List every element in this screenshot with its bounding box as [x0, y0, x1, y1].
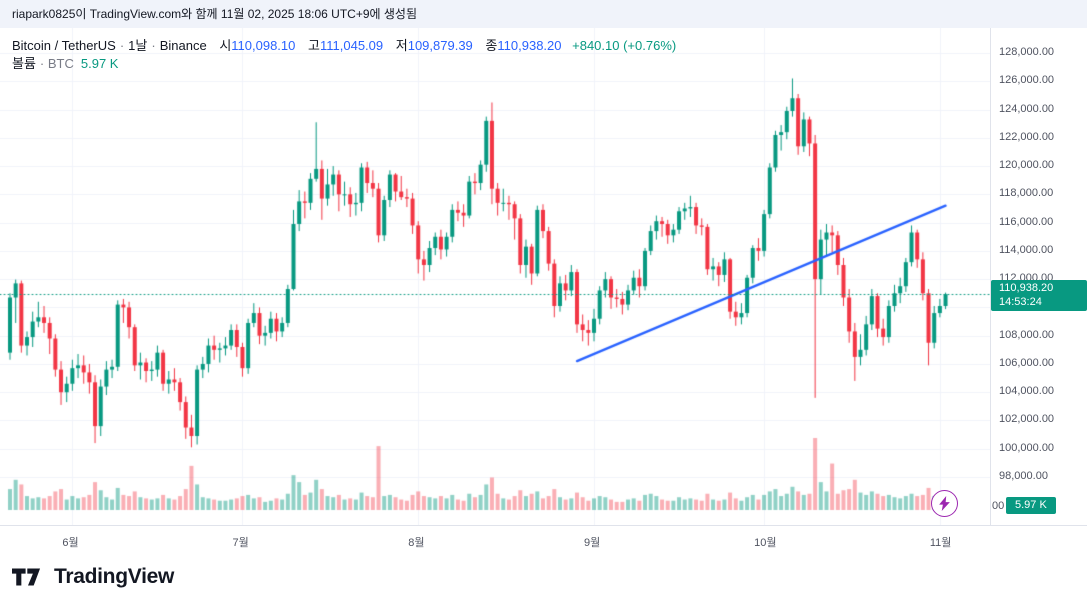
attribution-text: riapark0825이 TradingView.com와 함께 11월 02,…	[12, 7, 417, 21]
price-tick-label: 128,000.00	[999, 46, 1055, 58]
open-label: 시	[219, 38, 232, 53]
interval-label[interactable]: 1날	[128, 38, 148, 53]
price-tick-label: 116,000.00	[999, 215, 1054, 228]
low-label: 저	[395, 38, 408, 53]
low-value: 109,879.39	[407, 38, 473, 53]
legend-separator: ·	[119, 38, 125, 53]
bar-countdown: 14:53:24	[999, 296, 1042, 309]
volume-label[interactable]: 볼륨	[12, 56, 36, 71]
high-label: 고	[308, 38, 320, 53]
price-tick-label: 98,000.00	[999, 470, 1048, 482]
price-tick-label: 114,000.00	[999, 243, 1054, 256]
price-tick-label: 122,000.00	[999, 130, 1055, 143]
time-tick-label: 8월	[408, 537, 425, 549]
volume-badge: 5.97 K	[1006, 497, 1056, 514]
price-tick-label: 100,000.00	[999, 441, 1055, 454]
high-value: 111,045.09	[319, 38, 384, 53]
time-axis[interactable]: 6월 7월 8월 9월 10월 11월	[0, 525, 1087, 554]
price-tick-label: 120,000.00	[999, 159, 1055, 172]
volume-unit: · BTC	[39, 56, 74, 71]
tradingview-logo-icon[interactable]	[12, 565, 46, 589]
time-tick-label: 7월	[232, 537, 249, 549]
attribution-bar: riapark0825이 TradingView.com와 함께 11월 02,…	[0, 0, 1087, 28]
footer-bar: TradingView	[0, 553, 1087, 600]
volume-value: 5.97 K	[80, 56, 119, 71]
symbol-name[interactable]: Bitcoin / TetherUS	[12, 38, 116, 53]
price-tick-label: 104,000.00	[999, 385, 1055, 398]
time-tick-label: 6월	[62, 537, 79, 549]
clipped-scale-label: 00	[992, 500, 1005, 512]
tradingview-brand-text[interactable]: TradingView	[54, 564, 175, 588]
volume-badge-value: 5.97 K	[1015, 499, 1047, 511]
legend-separator: ·	[151, 38, 156, 53]
instant-trading-button[interactable]	[931, 490, 958, 517]
close-label: 종	[485, 38, 498, 53]
change-value: +840.10 (+0.76%)	[572, 38, 677, 53]
price-tick-label: 102,000.00	[999, 413, 1055, 426]
close-value: 110,938.20	[497, 38, 562, 53]
last-price-badge: 110,938.20 14:53:24	[991, 280, 1087, 312]
time-tick-label: 11월	[929, 537, 952, 549]
price-tick-label: 106,000.00	[999, 356, 1055, 369]
open-value: 110,098.10	[231, 38, 296, 53]
volume-legend[interactable]: 볼륨 · BTC 5.97 K	[12, 53, 118, 72]
price-tick-label: 108,000.00	[999, 328, 1055, 341]
last-price-value: 110,938.20	[999, 282, 1054, 295]
time-tick-label: 10월	[754, 537, 777, 549]
price-tick-label: 118,000.00	[999, 187, 1054, 200]
price-axis[interactable]: 128,000.00 126,000.00 124,000.00 122,000.00…	[990, 28, 1087, 525]
price-tick-label: 126,000.00	[999, 74, 1055, 87]
time-tick-label: 9월	[584, 537, 601, 549]
symbol-legend[interactable]: Bitcoin / TetherUS · 1날 · Binance 시110,098.1…	[12, 35, 676, 54]
exchange-label: Binance	[159, 38, 207, 53]
price-chart-canvas[interactable]	[0, 28, 990, 525]
lightning-icon	[939, 496, 950, 511]
price-tick-label: 124,000.00	[999, 102, 1055, 115]
